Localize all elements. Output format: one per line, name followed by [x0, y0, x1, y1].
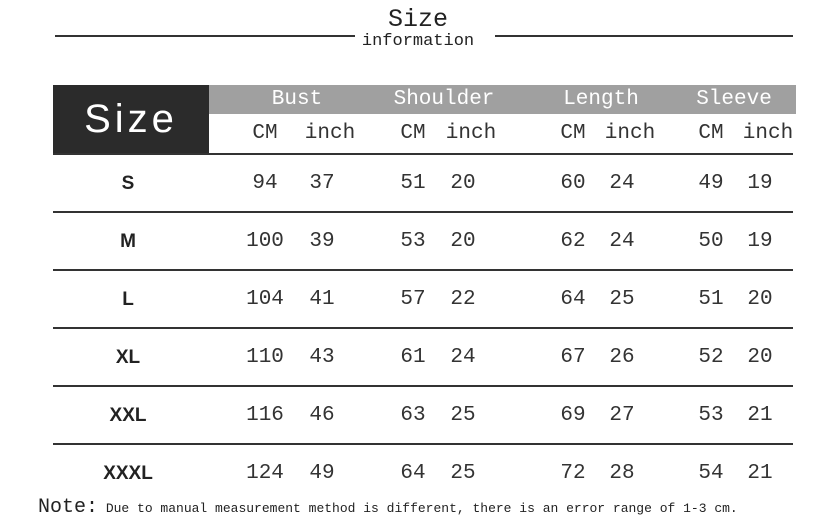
unit-label-cm: CM [698, 122, 724, 145]
unit-label-cm: CM [400, 122, 426, 145]
unit-label-inch: inch [304, 122, 356, 145]
measurement-cell: 24 [609, 172, 635, 195]
size-header: Size [53, 85, 209, 154]
column-header-shoulder: Shoulder [393, 88, 495, 111]
measurement-cell: 20 [450, 172, 476, 195]
measurement-cell: 67 [560, 346, 586, 369]
row-divider [53, 385, 793, 387]
size-cell: L [122, 289, 134, 310]
measurement-cell: 62 [560, 230, 586, 253]
measurement-cell: 20 [747, 288, 773, 311]
size-cell: XL [115, 347, 141, 368]
measurement-cell: 21 [747, 404, 773, 427]
unit-label-cm: CM [560, 122, 586, 145]
heading-title: Size [387, 5, 448, 34]
measurement-cell: 54 [698, 462, 724, 485]
measurement-cell: 24 [609, 230, 635, 253]
measurement-cell: 64 [560, 288, 586, 311]
measurement-cell: 39 [309, 230, 335, 253]
measurement-cell: 19 [747, 230, 773, 253]
measurement-cell: 19 [747, 172, 773, 195]
unit-label-inch: inch [742, 122, 794, 145]
measurement-cell: 21 [747, 462, 773, 485]
measurement-cell: 22 [450, 288, 476, 311]
measurement-cell: 104 [246, 288, 284, 311]
measurement-cell: 100 [246, 230, 284, 253]
measurement-cell: 25 [450, 404, 476, 427]
measurement-cell: 41 [309, 288, 335, 311]
size-cell: XXL [109, 405, 147, 426]
measurement-cell: 57 [400, 288, 426, 311]
measurement-cell: 53 [698, 404, 724, 427]
measurement-cell: 49 [698, 172, 724, 195]
measurement-cell: 69 [560, 404, 586, 427]
row-divider [53, 269, 793, 271]
unit-label-inch: inch [445, 122, 497, 145]
measurement-cell: 20 [747, 346, 773, 369]
measurement-cell: 28 [609, 462, 635, 485]
size-cell: XXXL [103, 463, 153, 484]
measurement-cell: 72 [560, 462, 586, 485]
column-header-sleeve: Sleeve [696, 88, 772, 111]
heading-rule-right [495, 35, 793, 37]
measurement-cell: 26 [609, 346, 635, 369]
row-divider [53, 327, 793, 329]
note: Note: Due to manual measurement method i… [38, 496, 738, 519]
measurement-cell: 94 [252, 172, 278, 195]
measurement-cell: 52 [698, 346, 724, 369]
measurement-cell: 25 [450, 462, 476, 485]
column-header-bar [209, 85, 796, 114]
size-cell: S [121, 173, 135, 194]
row-divider [53, 211, 793, 213]
measurement-cell: 50 [698, 230, 724, 253]
measurement-cell: 60 [560, 172, 586, 195]
measurement-cell: 51 [400, 172, 426, 195]
note-label: Note: [38, 496, 99, 519]
measurement-cell: 27 [609, 404, 635, 427]
column-header-bust: Bust [271, 88, 323, 111]
measurement-cell: 49 [309, 462, 335, 485]
measurement-cell: 124 [246, 462, 284, 485]
measurement-cell: 24 [450, 346, 476, 369]
measurement-cell: 51 [698, 288, 724, 311]
header-divider [53, 153, 793, 155]
note-text: Due to manual measurement method is diff… [98, 501, 738, 516]
measurement-cell: 64 [400, 462, 426, 485]
unit-label-cm: CM [252, 122, 278, 145]
measurement-cell: 46 [309, 404, 335, 427]
measurement-cell: 63 [400, 404, 426, 427]
measurement-cell: 116 [246, 404, 284, 427]
measurement-cell: 43 [309, 346, 335, 369]
size-cell: M [120, 231, 136, 252]
unit-label-inch: inch [604, 122, 656, 145]
measurement-cell: 20 [450, 230, 476, 253]
heading-subtitle: information [361, 32, 475, 51]
measurement-cell: 53 [400, 230, 426, 253]
measurement-cell: 61 [400, 346, 426, 369]
measurement-cell: 25 [609, 288, 635, 311]
heading-rule-left [55, 35, 355, 37]
row-divider [53, 443, 793, 445]
column-header-length: Length [563, 88, 639, 111]
measurement-cell: 37 [309, 172, 335, 195]
measurement-cell: 110 [246, 346, 284, 369]
